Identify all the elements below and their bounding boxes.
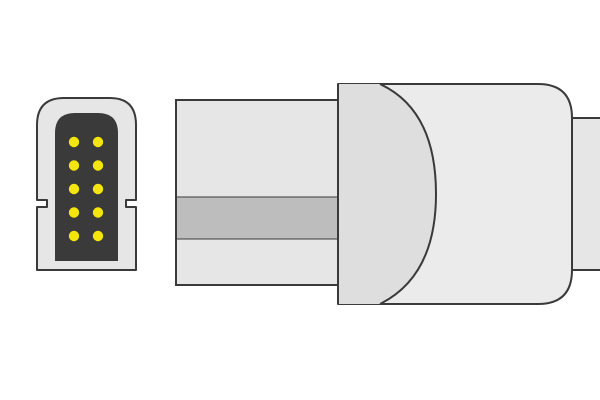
cable xyxy=(571,117,600,271)
connector-pin xyxy=(68,160,80,171)
connector-side xyxy=(175,83,600,305)
connector-pin xyxy=(92,183,104,195)
connector-pin xyxy=(92,207,104,218)
connector-pin xyxy=(92,230,104,242)
pin-array xyxy=(68,136,104,242)
plug-band xyxy=(177,197,345,239)
plug-body xyxy=(175,99,347,286)
connector-pin xyxy=(68,183,80,195)
connector-pin xyxy=(68,230,80,242)
connector-face xyxy=(36,97,137,271)
hood-curve-line xyxy=(379,83,438,305)
connector-pin xyxy=(68,136,80,148)
hood-curve-shadow xyxy=(338,84,436,304)
connector-pin xyxy=(92,160,104,171)
pin-chamber xyxy=(55,113,118,261)
connector-pin xyxy=(92,136,104,148)
connector-pin xyxy=(68,207,80,218)
